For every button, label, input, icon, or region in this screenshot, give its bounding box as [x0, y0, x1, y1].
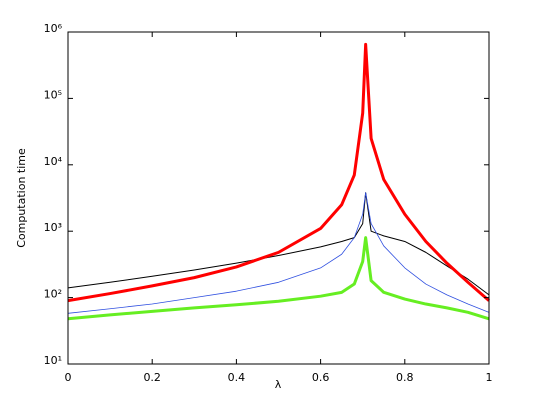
x-tick-label: 0.4 [228, 371, 246, 384]
plot-frame [67, 31, 490, 365]
x-tick-label: 0.2 [143, 371, 161, 384]
y-tick-label: 10⁵ [44, 88, 62, 101]
y-tick-label: 10³ [44, 221, 62, 234]
y-tick-label: 10⁴ [44, 155, 63, 168]
x-tick-label: 0 [65, 371, 72, 384]
data-line [67, 236, 490, 321]
x-tick-label: 0.8 [396, 371, 414, 384]
x-tick-label: 1 [486, 371, 493, 384]
y-tick-label: 10¹ [44, 354, 62, 367]
y-axis-label: Computation time [15, 148, 28, 248]
y-tick-label: 10² [44, 288, 62, 301]
data-line [67, 42, 490, 303]
x-axis-label: λ [275, 378, 282, 391]
y-tick-label: 10⁶ [44, 22, 63, 35]
x-tick-label: 0.6 [312, 371, 330, 384]
data-line [67, 192, 490, 296]
data-line [67, 192, 490, 314]
